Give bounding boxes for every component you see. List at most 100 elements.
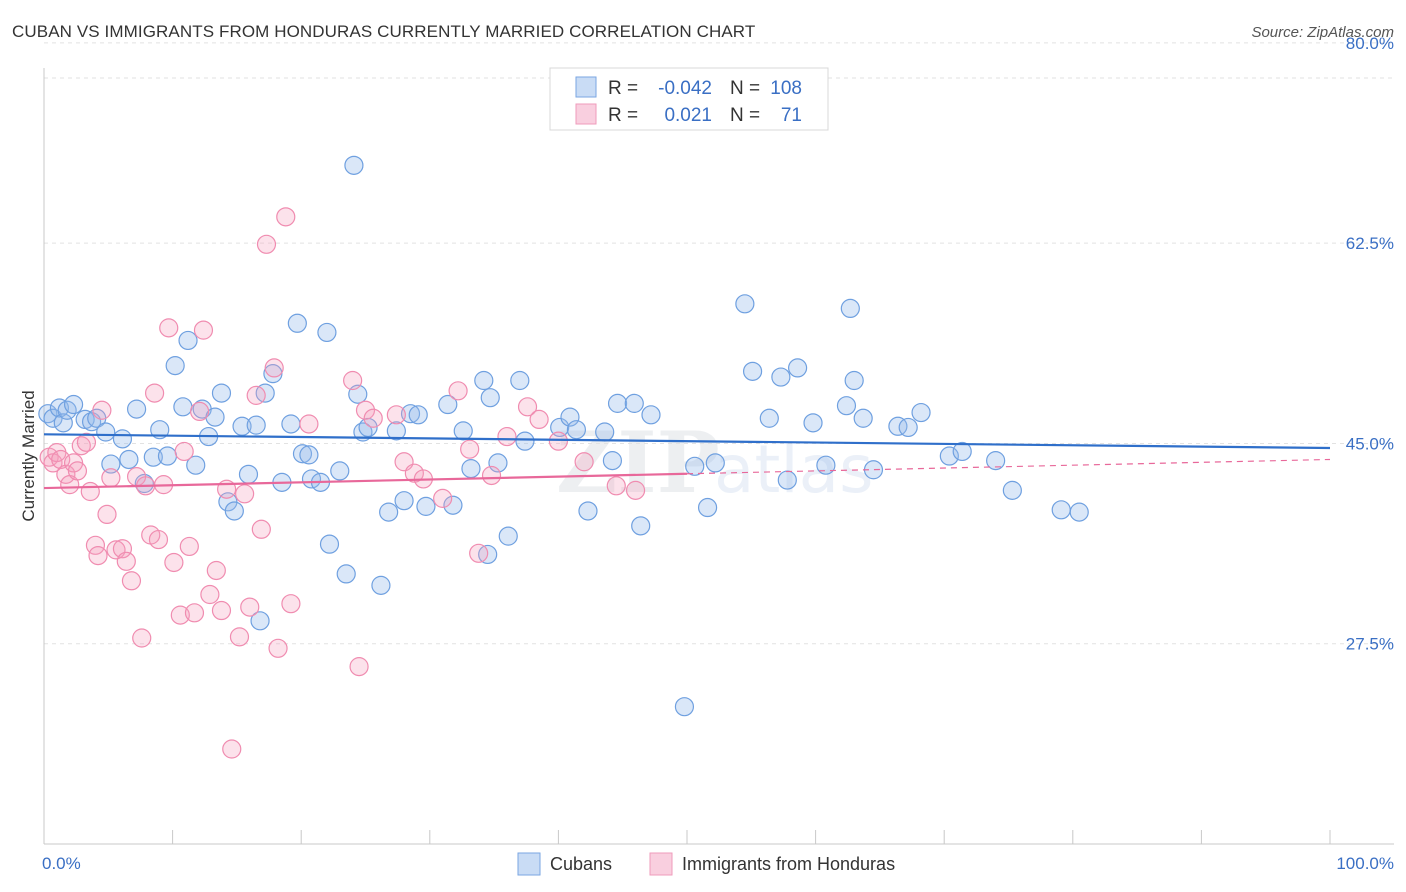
cubans-point [515, 431, 535, 451]
cubans-point [986, 451, 1006, 471]
cubans-point [336, 564, 356, 584]
cubans-point [474, 370, 494, 391]
cubans-point [63, 394, 84, 415]
cubans-point [371, 575, 391, 595]
honduras-point [184, 603, 205, 623]
cubans-point [319, 534, 340, 554]
honduras-point [200, 584, 220, 605]
series-legend-swatch-honduras [649, 852, 673, 876]
honduras-point [101, 468, 121, 488]
honduras-point [88, 545, 108, 566]
series-legend-label-cubans: Cubans [550, 854, 612, 874]
cubans-point [607, 393, 628, 413]
cubans-point [299, 445, 319, 465]
cubans-point [461, 459, 481, 479]
honduras-point [363, 408, 383, 428]
legend-n-value-honduras: 71 [781, 105, 802, 126]
cubans-point [735, 294, 755, 314]
y-tick-label: 45.0% [1346, 434, 1394, 453]
legend-n-label-honduras: N = [730, 105, 760, 126]
honduras-point [355, 400, 376, 420]
legend-r-value-cubans: -0.042 [658, 78, 712, 99]
cubans-point [631, 516, 651, 536]
chart-title: CUBAN VS IMMIGRANTS FROM HONDURAS CURREN… [12, 22, 756, 41]
cubans-point [685, 456, 705, 476]
cubans-point [246, 415, 266, 435]
honduras-point [211, 600, 232, 621]
cubans-point [705, 453, 725, 473]
cubans-point [787, 358, 808, 378]
honduras-point [76, 432, 97, 452]
cubans-point [840, 298, 860, 318]
honduras-point [529, 409, 549, 430]
honduras-point [190, 401, 210, 421]
honduras-point [97, 504, 117, 525]
cubans-point [488, 453, 508, 473]
series-legend-swatch-cubans [517, 852, 541, 876]
honduras-point [174, 441, 194, 462]
cubans-point [53, 413, 73, 433]
series-legend: Cubans Immigrants from Honduras [517, 852, 895, 876]
honduras-point [144, 383, 165, 403]
cubans-point [317, 322, 337, 343]
cubans-point [344, 155, 364, 175]
honduras-point [170, 605, 190, 625]
cubans-point [443, 495, 463, 515]
honduras-point [481, 465, 502, 486]
watermark-zip: ZIP [556, 413, 720, 512]
cubans-point [898, 417, 918, 438]
cubans-point [777, 470, 797, 490]
honduras-point [132, 628, 152, 648]
x-ticks [43, 830, 1331, 844]
legend-r-value-honduras: 0.021 [664, 105, 712, 126]
honduras-point [206, 560, 226, 581]
cubans-point [165, 356, 185, 376]
cubans-point [386, 421, 406, 441]
honduras-point [56, 464, 76, 484]
cubans-point [1069, 502, 1089, 522]
honduras-point [548, 431, 569, 451]
x-tick-label-min: 0.0% [42, 854, 81, 873]
cubans-point [697, 497, 718, 518]
legend-swatch-cubans [575, 76, 597, 98]
cubans-point [624, 393, 644, 413]
honduras-point [240, 597, 260, 617]
honduras-point [67, 461, 88, 481]
cubans-point [816, 455, 836, 475]
legend-n-value-cubans: 108 [770, 78, 802, 99]
honduras-point [386, 405, 406, 425]
cubans-point [112, 429, 133, 449]
cubans-point [438, 394, 458, 415]
honduras-point [179, 536, 199, 557]
honduras-point [235, 484, 255, 504]
honduras-point [268, 638, 288, 658]
honduras-trend-line-extension [686, 458, 1331, 475]
honduras-point [159, 318, 179, 338]
cubans-point [238, 464, 259, 484]
cubans-point [186, 455, 206, 475]
honduras-point [433, 488, 453, 508]
cubans-point [49, 398, 70, 418]
cubans-point [844, 370, 864, 391]
honduras-point [92, 400, 112, 420]
axes [43, 68, 1394, 845]
grid-lines [44, 42, 1394, 645]
cubans-point [394, 491, 414, 511]
y-tick-label: 80.0% [1346, 34, 1394, 53]
cubans-point [250, 611, 270, 631]
cubans-point [602, 451, 623, 471]
cubans-point [560, 407, 580, 427]
cubans-point [126, 399, 147, 419]
honduras-point [517, 397, 538, 417]
honduras-point [148, 529, 169, 550]
cubans-point [853, 408, 873, 428]
legend-r-label-cubans: R = [608, 78, 638, 99]
cubans-point [578, 501, 598, 521]
honduras-point [497, 426, 517, 447]
cubans-point [595, 422, 615, 442]
cubans-point [281, 414, 301, 434]
cubans-point [157, 446, 178, 466]
cubans-point [771, 367, 791, 387]
legend-swatch-honduras [575, 103, 597, 125]
